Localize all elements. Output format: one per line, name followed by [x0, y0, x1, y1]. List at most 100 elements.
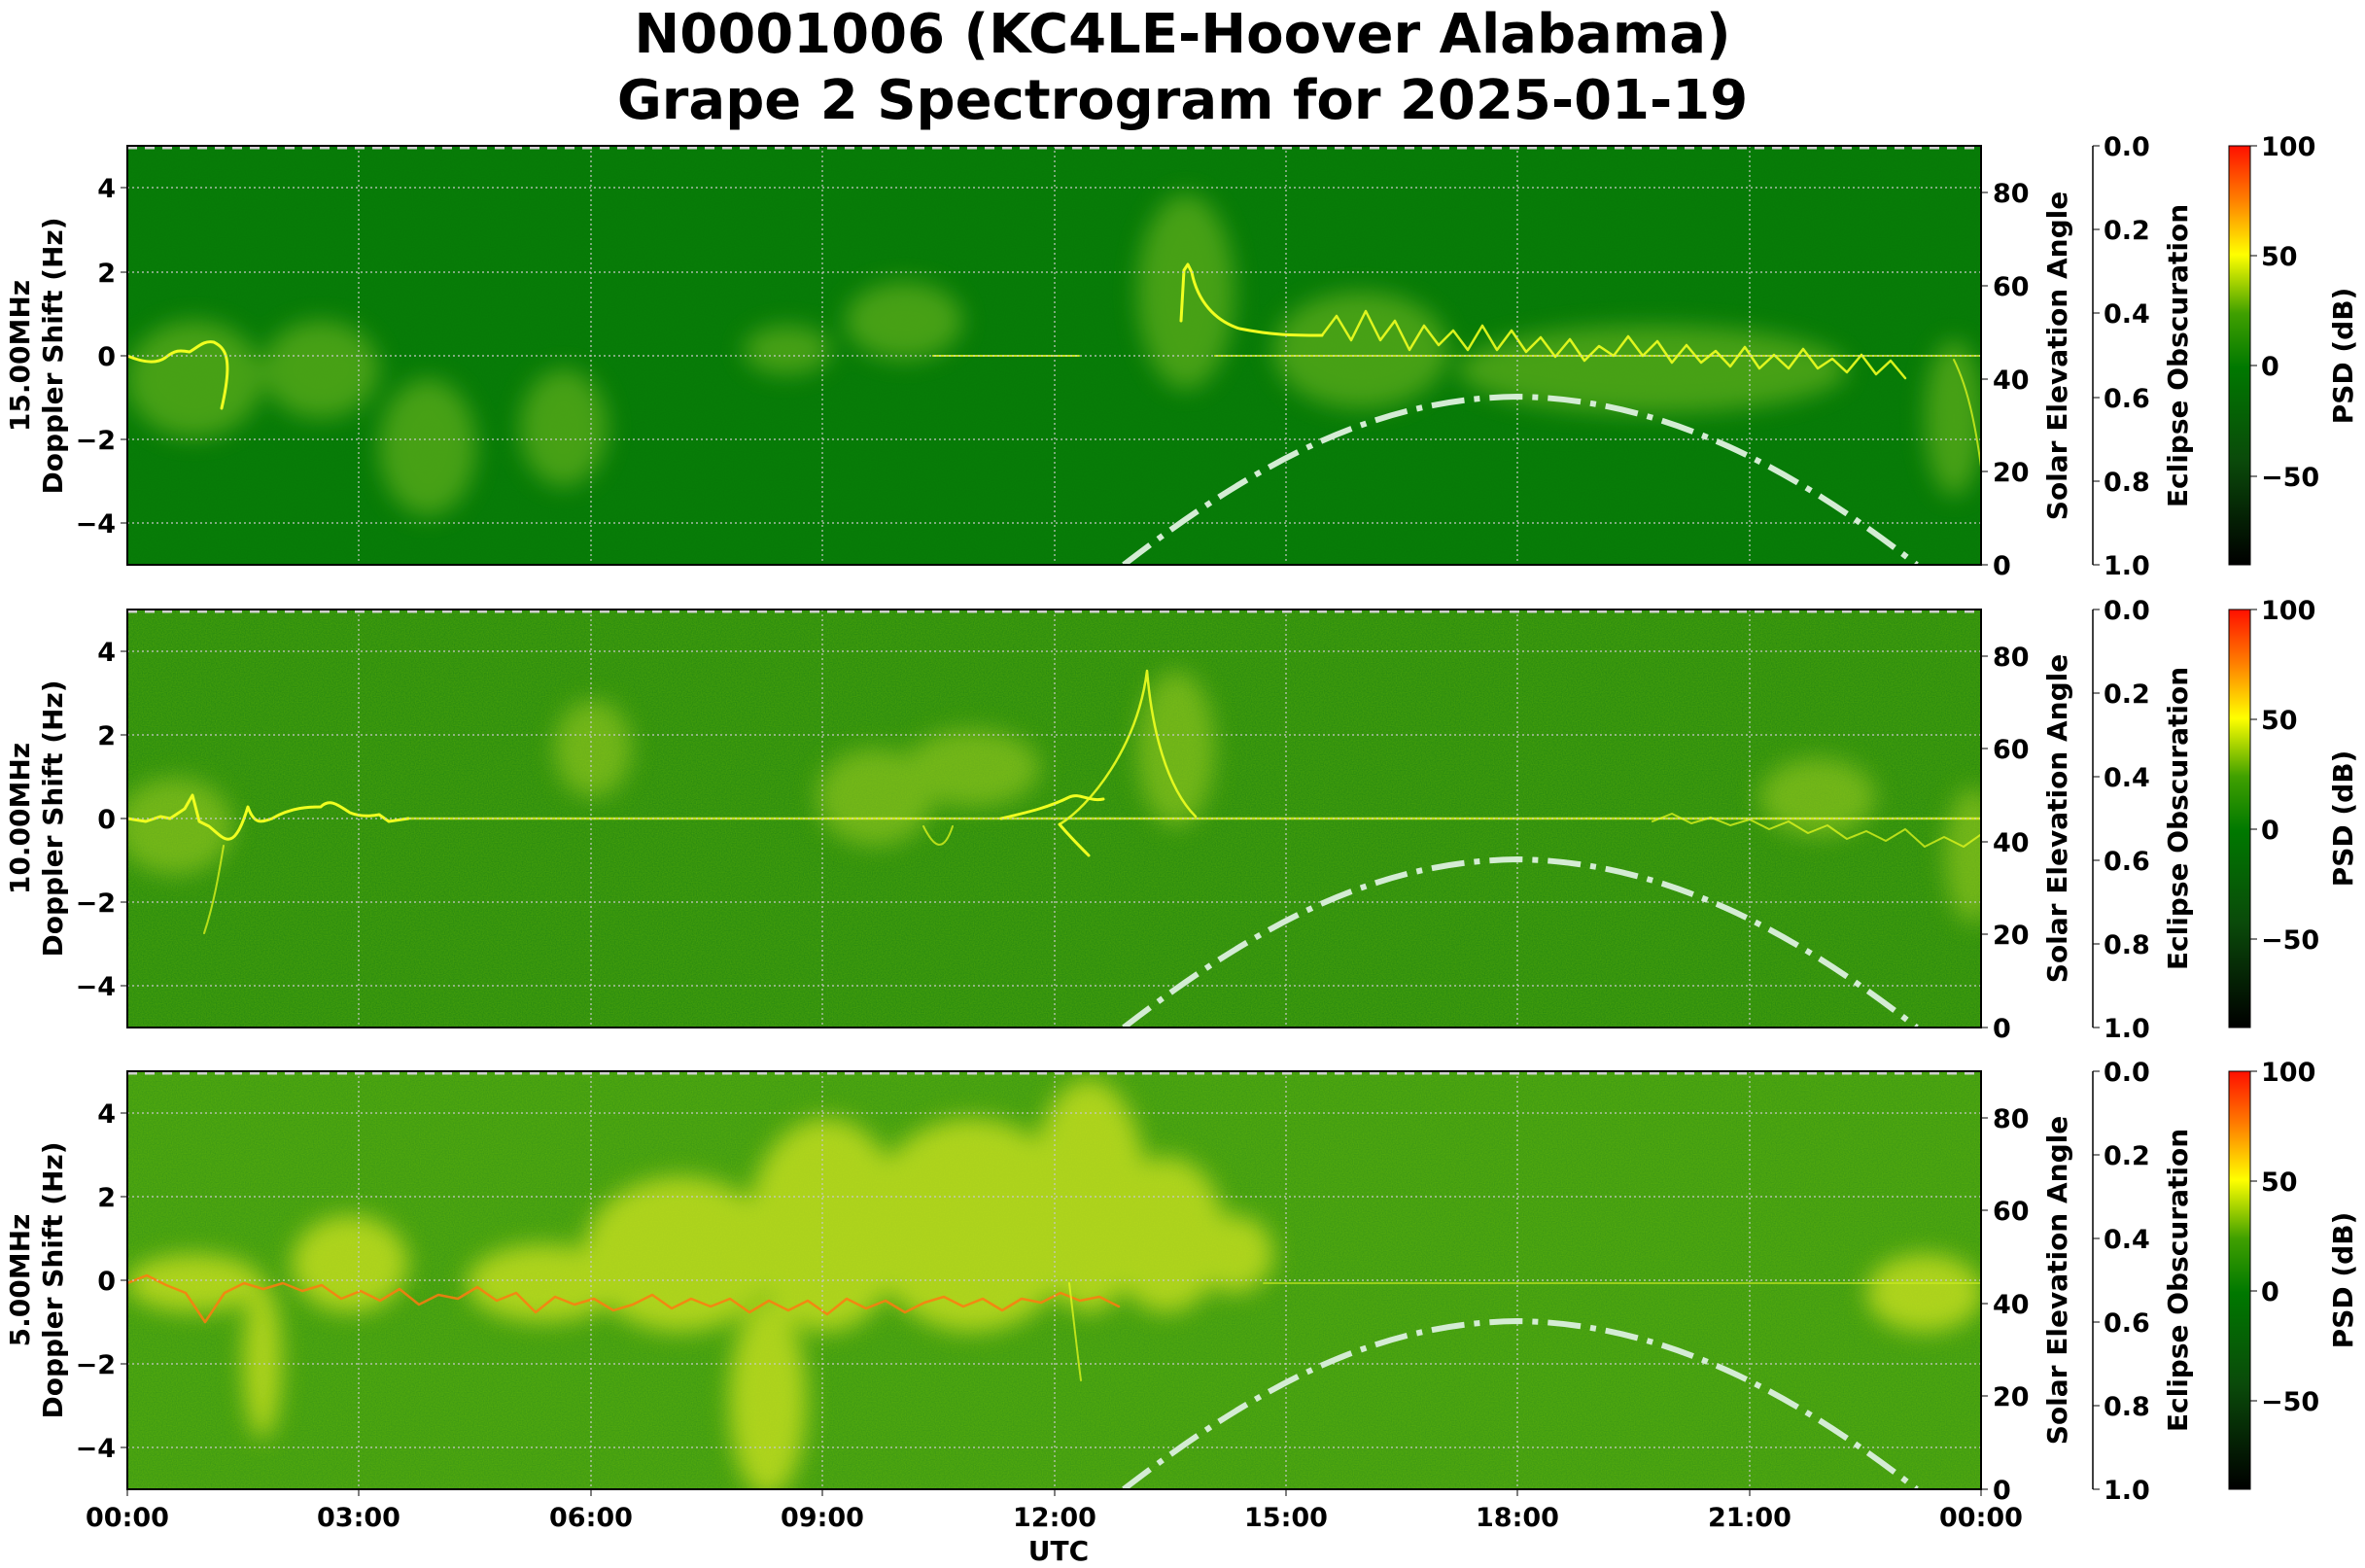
svg-text:0.2: 0.2 — [2104, 216, 2150, 246]
freq-label-15mhz: 15.00MHz — [4, 280, 36, 432]
svg-text:0: 0 — [1993, 1476, 2011, 1506]
svg-text:50: 50 — [2261, 706, 2298, 736]
svg-text:0.8: 0.8 — [2104, 1392, 2150, 1422]
svg-text:2: 2 — [97, 1183, 116, 1213]
y-axis-label-10mhz: Doppler Shift (Hz) — [37, 679, 69, 957]
x-axis-label: UTC — [1028, 1535, 1089, 1567]
svg-text:0.0: 0.0 — [2104, 132, 2150, 162]
panel-5mhz: 4 2 0 −2 −4 5.00MHz Doppler Shift (Hz) 8… — [4, 1058, 2359, 1506]
solar-axis-label-10mhz: Solar Elevation Angle — [2041, 654, 2073, 983]
svg-text:4: 4 — [97, 638, 116, 668]
svg-text:0.0: 0.0 — [2104, 596, 2150, 626]
svg-text:0: 0 — [97, 805, 116, 835]
solar-elevation-curve-5mhz — [1122, 1317, 1919, 1489]
svg-text:40: 40 — [1993, 366, 2030, 396]
svg-text:18:00: 18:00 — [1476, 1503, 1559, 1533]
solar-ticks-5mhz: 80 60 40 20 0 — [1981, 1104, 2030, 1506]
eclipse-axis-10mhz: 0.0 0.2 0.4 0.6 0.8 1.0 — [2092, 596, 2150, 1044]
svg-text:0.6: 0.6 — [2104, 384, 2150, 414]
svg-text:80: 80 — [1993, 643, 2030, 673]
svg-text:20: 20 — [1993, 458, 2030, 488]
y-ticks-5mhz: 4 2 0 −2 −4 — [76, 1099, 127, 1464]
y-ticks-15mhz: 4 2 0 −2 −4 — [76, 174, 127, 540]
spectrogram-15mhz — [127, 146, 1981, 565]
figure-title-line2: Grape 2 Spectrogram for 2025-01-19 — [616, 69, 1749, 132]
x-axis-ticks: 00:00 03:00 06:00 09:00 12:00 15:00 18:0… — [86, 1489, 2023, 1533]
svg-text:1.0: 1.0 — [2104, 1014, 2150, 1044]
svg-text:0: 0 — [97, 342, 116, 372]
svg-text:80: 80 — [1993, 179, 2030, 209]
svg-text:0.6: 0.6 — [2104, 847, 2150, 877]
svg-text:100: 100 — [2261, 132, 2315, 162]
svg-text:60: 60 — [1993, 272, 2030, 302]
svg-text:60: 60 — [1993, 735, 2030, 765]
solar-ticks-15mhz: 80 60 40 20 0 — [1981, 179, 2030, 581]
colorbar-label-10mhz: PSD (dB) — [2327, 750, 2359, 888]
doppler-trace-5mhz — [127, 1273, 1981, 1381]
svg-text:−2: −2 — [76, 1350, 116, 1380]
svg-text:60: 60 — [1993, 1197, 2030, 1227]
svg-text:1.0: 1.0 — [2104, 551, 2150, 581]
freq-label-10mhz: 10.00MHz — [4, 743, 36, 894]
svg-text:4: 4 — [97, 174, 116, 204]
y-axis-label-5mhz: Doppler Shift (Hz) — [37, 1141, 69, 1418]
svg-text:15:00: 15:00 — [1244, 1503, 1328, 1533]
svg-text:0: 0 — [1993, 1014, 2011, 1044]
svg-text:−2: −2 — [76, 889, 116, 919]
svg-text:0.4: 0.4 — [2104, 299, 2150, 330]
solar-axis-label-5mhz: Solar Elevation Angle — [2041, 1116, 2073, 1445]
svg-text:00:00: 00:00 — [86, 1503, 169, 1533]
solar-axis-label-15mhz: Solar Elevation Angle — [2041, 192, 2073, 520]
svg-text:09:00: 09:00 — [781, 1503, 864, 1533]
svg-text:100: 100 — [2261, 596, 2315, 626]
svg-text:0: 0 — [97, 1267, 116, 1297]
spectrogram-10mhz — [127, 610, 1981, 1028]
svg-text:2: 2 — [97, 721, 116, 751]
spectrogram-5mhz — [127, 1071, 1981, 1489]
eclipse-axis-15mhz: 0.0 0.2 0.4 0.6 0.8 1.0 — [2092, 132, 2150, 581]
svg-text:−4: −4 — [76, 509, 116, 540]
solar-elevation-curve-15mhz — [1122, 393, 1919, 565]
svg-text:−50: −50 — [2261, 925, 2319, 956]
svg-text:40: 40 — [1993, 1290, 2030, 1320]
grid-10mhz — [127, 610, 1981, 1028]
panel-15mhz: 4 2 0 −2 −4 15.00MHz Doppler Shift (Hz) … — [4, 132, 2359, 581]
svg-text:0.0: 0.0 — [2104, 1058, 2150, 1088]
colorbar-label-5mhz: PSD (dB) — [2327, 1212, 2359, 1349]
figure-title-line1: N0001006 (KC4LE-Hoover Alabama) — [634, 3, 1731, 66]
colorbar-5mhz: 100 50 0 −50 — [2228, 1058, 2319, 1490]
svg-text:20: 20 — [1993, 1382, 2030, 1412]
svg-text:20: 20 — [1993, 921, 2030, 951]
svg-text:80: 80 — [1993, 1104, 2030, 1134]
svg-text:50: 50 — [2261, 242, 2298, 272]
svg-text:0.4: 0.4 — [2104, 1225, 2150, 1255]
svg-text:21:00: 21:00 — [1708, 1503, 1791, 1533]
svg-text:2: 2 — [97, 259, 116, 289]
eclipse-axis-label-5mhz: Eclipse Obscuration — [2162, 1129, 2194, 1432]
colorbar-label-15mhz: PSD (dB) — [2327, 288, 2359, 425]
eclipse-axis-5mhz: 0.0 0.2 0.4 0.6 0.8 1.0 — [2092, 1058, 2150, 1506]
grid-5mhz — [127, 1071, 1981, 1489]
svg-text:00:00: 00:00 — [1939, 1503, 2023, 1533]
solar-ticks-10mhz: 80 60 40 20 0 — [1981, 643, 2030, 1044]
svg-text:−4: −4 — [76, 1434, 116, 1464]
eclipse-axis-label-10mhz: Eclipse Obscuration — [2162, 667, 2194, 970]
solar-elevation-curve-10mhz — [1122, 855, 1919, 1028]
svg-text:0.4: 0.4 — [2104, 763, 2150, 793]
svg-text:−50: −50 — [2261, 1387, 2319, 1417]
svg-text:0.8: 0.8 — [2104, 930, 2150, 960]
doppler-trace-10mhz — [127, 669, 1981, 934]
svg-text:06:00: 06:00 — [549, 1503, 633, 1533]
svg-text:50: 50 — [2261, 1167, 2298, 1198]
svg-text:0: 0 — [2261, 816, 2279, 846]
svg-text:0.6: 0.6 — [2104, 1308, 2150, 1339]
svg-text:4: 4 — [97, 1099, 116, 1130]
panel-10mhz: 4 2 0 −2 −4 10.00MHz Doppler Shift (Hz) … — [4, 596, 2359, 1044]
svg-text:0: 0 — [2261, 1277, 2279, 1307]
svg-text:40: 40 — [1993, 828, 2030, 858]
svg-text:12:00: 12:00 — [1013, 1503, 1096, 1533]
svg-text:100: 100 — [2261, 1058, 2315, 1088]
svg-text:0.2: 0.2 — [2104, 679, 2150, 710]
freq-label-5mhz: 5.00MHz — [4, 1214, 36, 1347]
